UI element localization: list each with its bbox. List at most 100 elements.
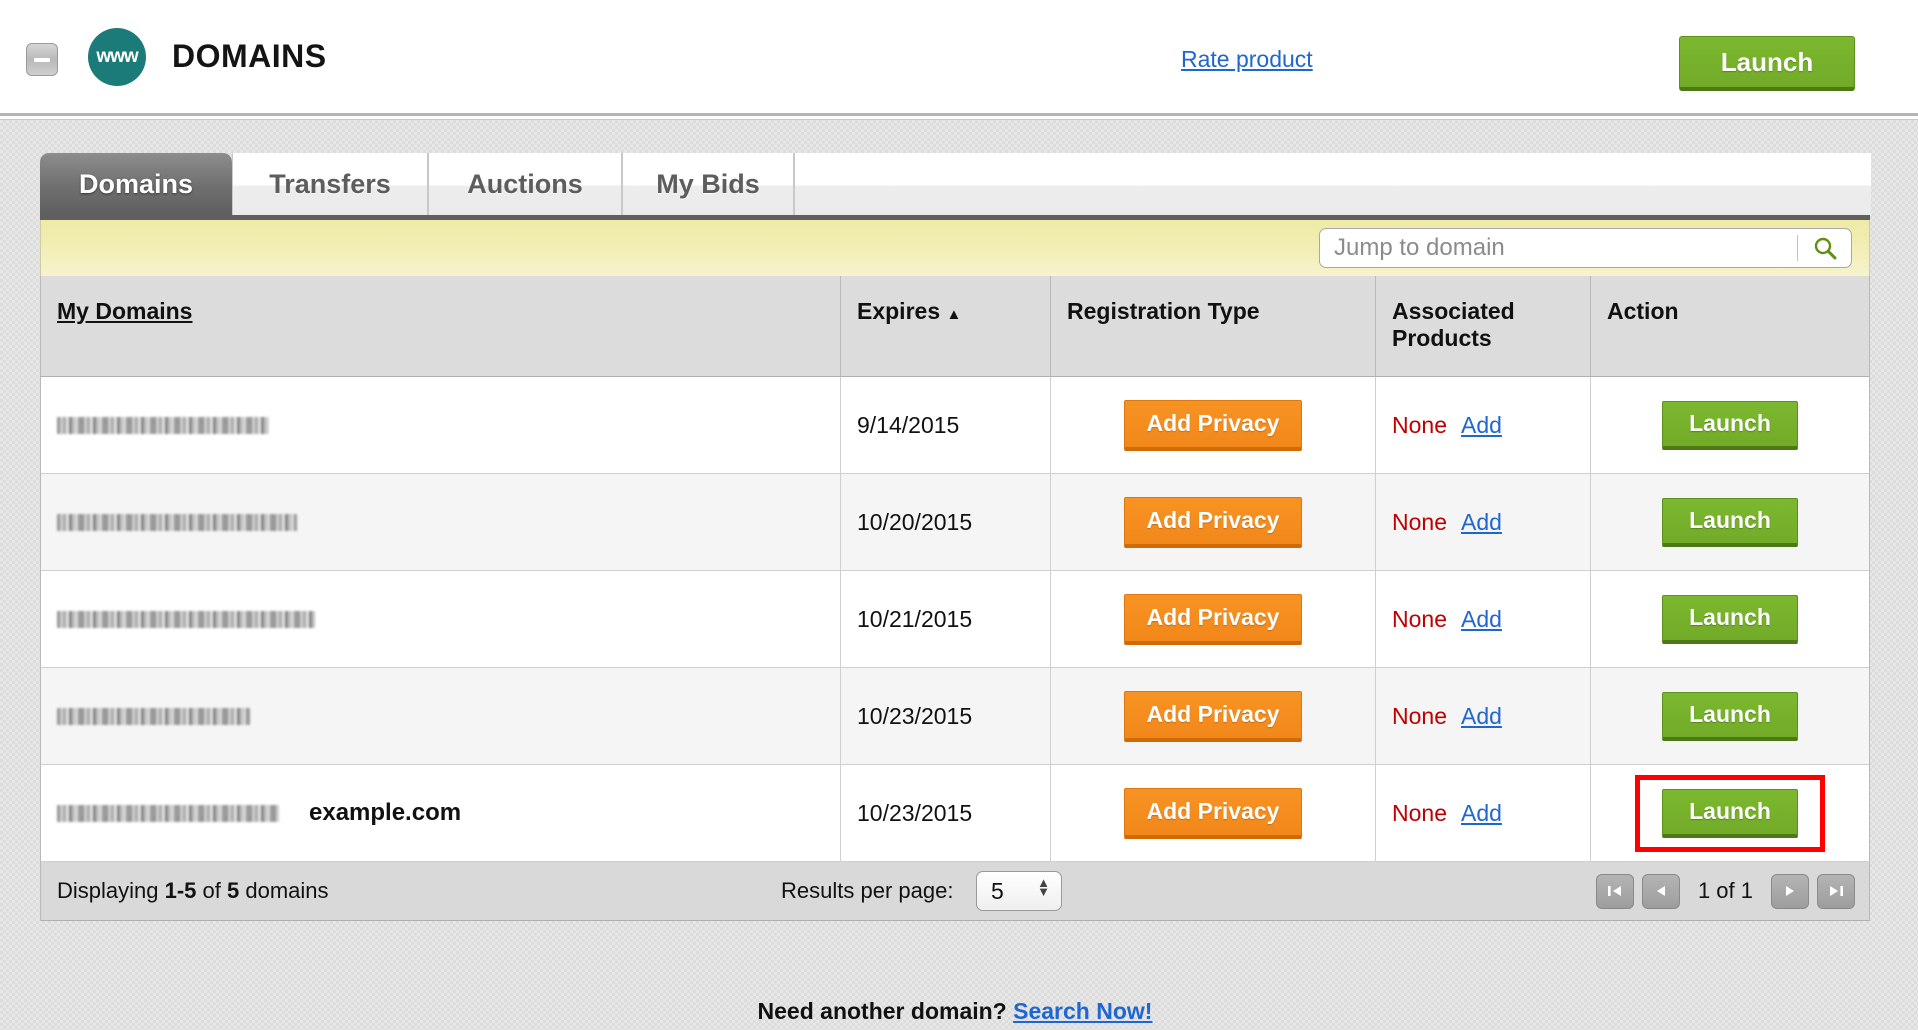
tab-my-bids[interactable]: My Bids <box>622 153 794 215</box>
cell-domain-name[interactable]: example.com <box>41 765 841 861</box>
redacted-domain-name <box>57 416 269 434</box>
previous-page-button[interactable] <box>1641 873 1680 909</box>
tab-bar-filler <box>794 153 1871 215</box>
column-header-registration-type[interactable]: Registration Type <box>1051 276 1376 376</box>
page-indicator: 1 of 1 <box>1697 878 1753 903</box>
tab-transfers[interactable]: Transfers <box>232 153 428 215</box>
associated-products-value: None <box>1392 508 1447 535</box>
launch-button[interactable]: Launch <box>1662 497 1798 547</box>
cell-expires: 10/20/2015 <box>841 474 1051 570</box>
domain-name-text: example.com <box>309 799 462 826</box>
add-associated-product-link[interactable]: Add <box>1460 702 1502 729</box>
page-title: DOMAINS <box>172 38 327 74</box>
cell-registration-type: Add Privacy <box>1051 474 1376 570</box>
first-page-button[interactable] <box>1595 873 1634 909</box>
tab-auctions-label: Auctions <box>467 168 583 199</box>
search-divider <box>1797 235 1798 261</box>
cell-associated-products: None Add <box>1376 377 1591 473</box>
cell-expires: 10/21/2015 <box>841 571 1051 667</box>
table-row: 9/14/2015 Add Privacy None Add Launch <box>41 377 1869 474</box>
cell-registration-type: Add Privacy <box>1051 765 1376 861</box>
rate-product-link[interactable]: Rate product <box>1181 46 1313 72</box>
cell-domain-name[interactable] <box>41 571 841 667</box>
add-associated-product-link[interactable]: Add <box>1460 799 1502 826</box>
tab-my-bids-label: My Bids <box>656 168 760 199</box>
cell-associated-products: None Add <box>1376 765 1591 861</box>
tab-domains[interactable]: Domains <box>40 153 232 215</box>
table-row: 10/20/2015 Add Privacy None Add Launch <box>41 474 1869 571</box>
column-header-action: Action <box>1607 298 1679 324</box>
column-header-my-domains[interactable]: My Domains <box>41 276 841 376</box>
app-header: www DOMAINS Rate product Launch <box>0 0 1918 116</box>
header-launch-button[interactable]: Launch <box>1679 36 1855 91</box>
associated-products-value: None <box>1392 702 1447 729</box>
search-input[interactable] <box>1320 234 1797 262</box>
associated-products-value: None <box>1392 605 1447 632</box>
www-logo-icon: www <box>88 28 146 86</box>
add-privacy-button[interactable]: Add Privacy <box>1123 690 1303 742</box>
add-privacy-button[interactable]: Add Privacy <box>1123 399 1303 451</box>
cell-action: Launch <box>1591 668 1869 764</box>
search-now-link[interactable]: Search Now! <box>1013 998 1153 1024</box>
domains-table: My Domains Expires ▲ Registration Type A… <box>40 276 1870 921</box>
redacted-domain-name <box>57 513 297 531</box>
cell-expires: 9/14/2015 <box>841 377 1051 473</box>
cell-action: Launch <box>1591 377 1869 473</box>
collapse-icon[interactable] <box>26 43 58 76</box>
cell-action: Launch <box>1591 765 1869 861</box>
launch-button-highlighted[interactable]: Launch <box>1662 788 1798 838</box>
last-page-button[interactable] <box>1817 873 1855 909</box>
add-privacy-button[interactable]: Add Privacy <box>1123 593 1303 645</box>
cell-associated-products: None Add <box>1376 571 1591 667</box>
results-per-page-value: 5 <box>991 877 1004 904</box>
associated-products-value: None <box>1392 799 1447 826</box>
cell-registration-type: Add Privacy <box>1051 377 1376 473</box>
add-associated-product-link[interactable]: Add <box>1460 605 1502 632</box>
table-row: example.com 10/23/2015 Add Privacy None … <box>41 765 1869 862</box>
results-per-page-label: Results per page: <box>781 878 954 903</box>
cell-associated-products: None Add <box>1376 474 1591 570</box>
redacted-domain-name <box>57 707 250 725</box>
cell-domain-name[interactable] <box>41 474 841 570</box>
need-another-domain: Need another domain? Search Now! <box>40 998 1870 1025</box>
tab-transfers-label: Transfers <box>269 168 391 199</box>
magnifier-icon[interactable] <box>1798 229 1851 267</box>
cell-registration-type: Add Privacy <box>1051 571 1376 667</box>
displaying-count-text: Displaying 1-5 of 5 domains <box>57 878 329 903</box>
table-row: 10/21/2015 Add Privacy None Add Launch <box>41 571 1869 668</box>
tab-bar: Domains Transfers Auctions My Bids <box>40 153 1871 220</box>
tab-domains-label: Domains <box>78 168 194 199</box>
next-page-button[interactable] <box>1771 873 1809 909</box>
redacted-domain-name <box>57 610 315 628</box>
cell-action: Launch <box>1591 571 1869 667</box>
cell-action: Launch <box>1591 474 1869 570</box>
cell-expires: 10/23/2015 <box>841 765 1051 861</box>
sort-ascending-icon: ▲ <box>946 306 962 323</box>
cell-domain-name[interactable] <box>41 377 841 473</box>
tab-auctions[interactable]: Auctions <box>428 153 622 215</box>
need-another-domain-text: Need another domain? <box>757 998 1014 1024</box>
cell-associated-products: None Add <box>1376 668 1591 764</box>
table-footer: Displaying 1-5 of 5 domains Results per … <box>41 862 1869 921</box>
redacted-domain-name <box>57 804 279 822</box>
column-header-associated-products[interactable]: Associated Products <box>1376 276 1591 376</box>
launch-button[interactable]: Launch <box>1662 691 1798 741</box>
add-associated-product-link[interactable]: Add <box>1460 411 1502 438</box>
associated-products-value: None <box>1392 411 1447 438</box>
add-privacy-button[interactable]: Add Privacy <box>1123 496 1303 548</box>
cell-domain-name[interactable] <box>41 668 841 764</box>
column-header-expires[interactable]: Expires ▲ <box>841 276 1051 376</box>
stepper-arrows-icon: ▲ ▼ <box>1037 875 1050 899</box>
jump-to-domain-box[interactable] <box>1319 228 1852 268</box>
results-per-page-select[interactable]: 5 ▲ ▼ <box>976 871 1062 911</box>
launch-button[interactable]: Launch <box>1662 400 1798 450</box>
launch-button[interactable]: Launch <box>1662 594 1798 644</box>
content-panel: Domains Transfers Auctions My Bids <box>0 119 1918 1030</box>
cell-registration-type: Add Privacy <box>1051 668 1376 764</box>
search-strip <box>40 220 1870 276</box>
launch-button-highlight: Launch <box>1635 774 1825 852</box>
add-associated-product-link[interactable]: Add <box>1460 508 1502 535</box>
add-privacy-button[interactable]: Add Privacy <box>1123 787 1303 839</box>
cell-expires: 10/23/2015 <box>841 668 1051 764</box>
